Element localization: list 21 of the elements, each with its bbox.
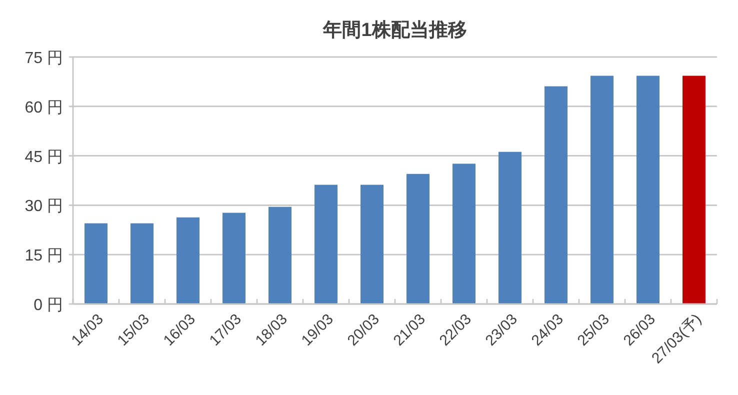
y-tick-label: 60 円 <box>24 99 63 116</box>
bar <box>314 184 338 304</box>
bar <box>452 164 476 304</box>
chart-title: 年間1株配当推移 <box>322 19 467 41</box>
bar <box>84 223 108 304</box>
y-tick-label: 0 円 <box>34 297 63 314</box>
bar <box>360 184 384 304</box>
bar <box>130 223 154 304</box>
bar <box>498 152 522 304</box>
bar <box>682 76 706 304</box>
bar <box>544 86 568 304</box>
bar <box>268 206 292 304</box>
y-tick-label: 75 円 <box>24 50 63 67</box>
bar <box>176 217 200 304</box>
y-tick-label: 45 円 <box>24 148 63 166</box>
bar <box>406 174 430 304</box>
bar <box>636 76 660 304</box>
y-tick-label: 15 円 <box>24 248 63 265</box>
bar <box>590 76 614 304</box>
bar <box>222 212 246 304</box>
y-tick-label: 30 円 <box>24 198 63 216</box>
